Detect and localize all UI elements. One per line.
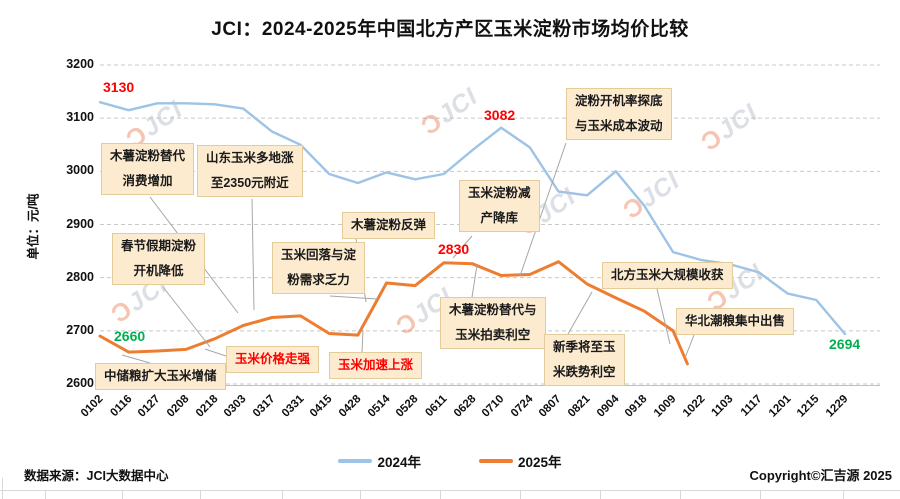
ann-tapioca-substitute: 木薯淀粉替代 消费增加 (101, 143, 195, 195)
spreadsheet-gridline (680, 490, 681, 499)
y-axis-tick-label: 2700 (66, 322, 94, 337)
y-axis-tick-label: 2800 (66, 269, 94, 284)
ann-corn-fall-demand: 玉米回落与淀 粉需求乏力 (272, 242, 366, 294)
y-axis-tick-label: 2900 (66, 216, 94, 231)
y-axis-tick-label: 3100 (66, 110, 94, 125)
copyright-note: Copyright©汇吉源 2025 (749, 468, 893, 483)
ann-starch-production-cut: 玉米淀粉减 产降库 (459, 180, 540, 232)
legend-line-2024-icon (338, 459, 373, 463)
ann-tapioca-auction: 木薯淀粉替代与 玉米拍卖利空 (440, 297, 546, 349)
ann-corn-price-strong: 玉米价格走强 (226, 346, 320, 373)
data-source-note: 数据来源：JCI大数据中心 (24, 469, 169, 483)
ann-north-harvest: 北方玉米大规模收获 (602, 262, 733, 289)
legend-label-2025: 2025年 (518, 455, 562, 470)
spreadsheet-gridline (360, 490, 361, 499)
legend-line-2025-icon (479, 459, 513, 463)
ann-spring-festival: 春节假期淀粉 开机降低 (112, 233, 206, 285)
legend-label-2024: 2024年 (377, 455, 421, 470)
ann-reserve-expand: 中储粮扩大玉米增储 (95, 363, 226, 390)
ann-tapioca-rebound: 木薯淀粉反弹 (342, 212, 436, 239)
leader-line (519, 142, 567, 277)
value-label-2694: 2694 (829, 336, 861, 352)
leader-line (162, 286, 211, 348)
leader-line (361, 329, 364, 353)
spreadsheet-gridline (45, 490, 46, 499)
leader-line (452, 235, 473, 259)
ann-corn-accelerate: 玉米加速上涨 (329, 352, 423, 379)
leader-line (329, 295, 378, 300)
spreadsheet-gridline (200, 490, 201, 499)
spreadsheet-gridline (440, 490, 441, 499)
leader-line (204, 348, 227, 357)
legend-item-2024: 2024年 (338, 451, 421, 471)
leader-line (684, 334, 695, 359)
value-label-3082: 3082 (484, 107, 516, 123)
value-label-2660: 2660 (114, 328, 146, 344)
spreadsheet-gridline (2, 478, 3, 499)
y-axis-tick-label: 3200 (66, 57, 94, 71)
leader-line (656, 288, 671, 345)
spreadsheet-gridline (600, 490, 601, 499)
y-axis-tick-label: 3000 (66, 163, 94, 178)
legend: 2024年 2025年 (0, 451, 900, 471)
series-line-2025年 (98, 260, 689, 366)
legend-item-2025: 2025年 (479, 451, 562, 471)
leader-line (471, 264, 478, 298)
leader-line (121, 354, 151, 364)
ann-huabei-sale: 华北潮粮集中出售 (676, 308, 795, 335)
spreadsheet-gridline (122, 490, 123, 499)
chart-title: JCI：2024-2025年中国北方产区玉米淀粉市场均价比较 (211, 19, 689, 40)
value-label-3130: 3130 (103, 79, 135, 95)
spreadsheet-gridline (760, 490, 761, 499)
spreadsheet-gridline (520, 490, 521, 499)
value-label-2830: 2830 (438, 241, 470, 257)
ann-shandong-corn: 山东玉米多地涨 至2350元附近 (197, 145, 303, 197)
leader-line (567, 291, 593, 335)
spreadsheet-gridline (843, 490, 844, 499)
ann-new-season: 新季将至玉 米跌势利空 (544, 334, 625, 386)
leader-line (251, 198, 255, 311)
y-axis-tick-label: 2600 (66, 376, 94, 390)
ann-operating-rate: 淀粉开机率探底 与玉米成本波动 (566, 88, 672, 140)
spreadsheet-gridline (0, 490, 900, 491)
spreadsheet-gridline (282, 490, 283, 499)
